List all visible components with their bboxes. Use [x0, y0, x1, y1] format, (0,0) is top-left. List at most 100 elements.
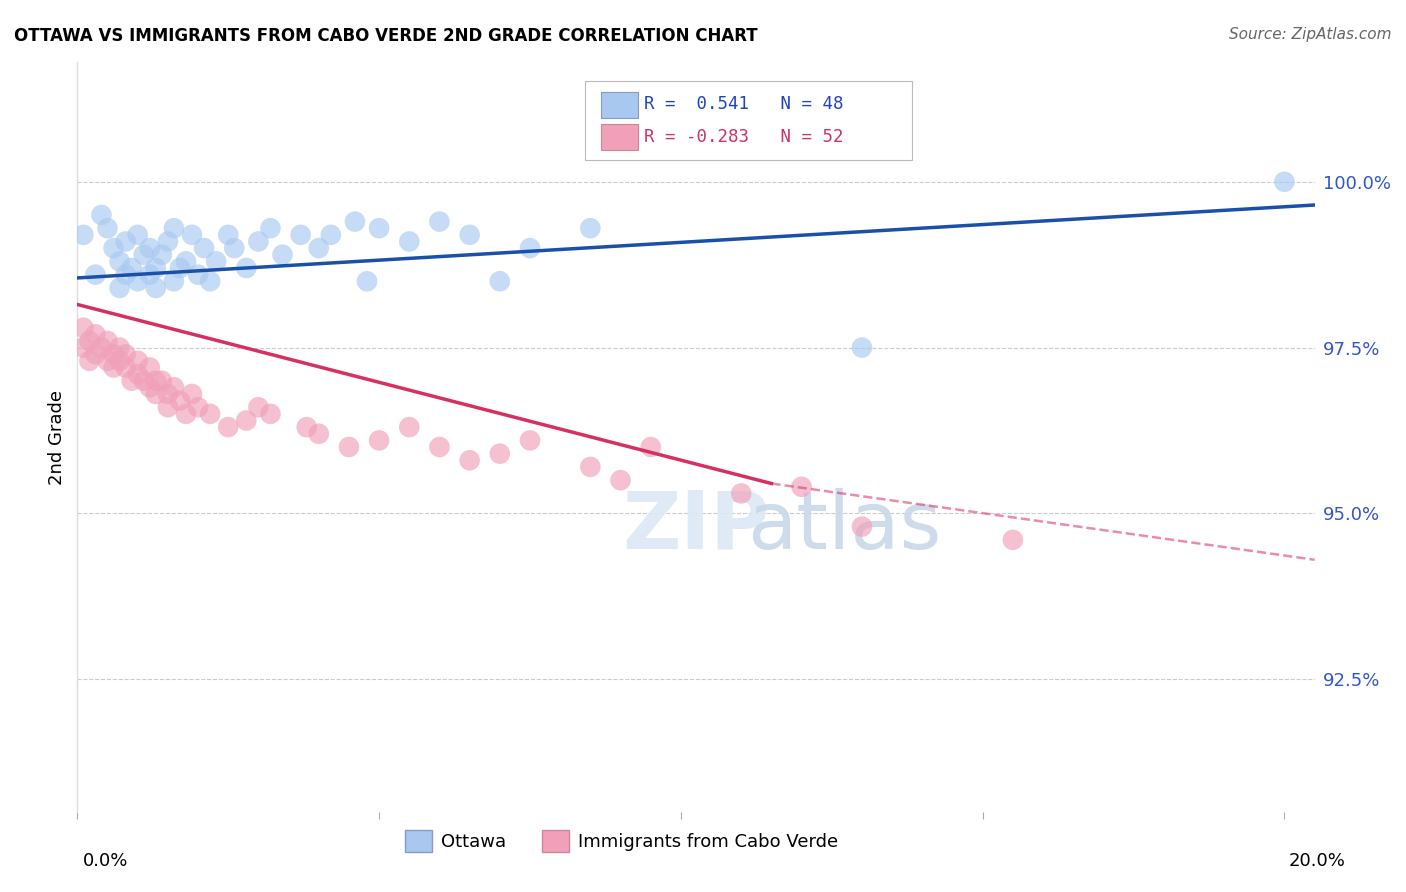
Point	[271, 248, 294, 262]
Point	[114, 268, 136, 282]
Point	[84, 268, 107, 282]
Point	[295, 420, 318, 434]
Point	[247, 235, 270, 249]
Point	[132, 374, 155, 388]
Point	[150, 248, 173, 262]
Point	[163, 380, 186, 394]
Point	[224, 241, 246, 255]
Point	[121, 260, 143, 275]
Point	[429, 214, 451, 228]
Point	[343, 214, 366, 228]
Point	[319, 227, 342, 242]
Point	[181, 227, 204, 242]
Point	[259, 407, 281, 421]
Point	[169, 260, 191, 275]
Point	[108, 254, 131, 268]
Point	[139, 360, 162, 375]
Point	[84, 327, 107, 342]
Point	[198, 407, 221, 421]
Point	[1274, 175, 1296, 189]
Text: ZIP: ZIP	[623, 488, 769, 566]
Point	[96, 221, 118, 235]
Point	[103, 360, 125, 375]
Point	[132, 248, 155, 262]
Point	[259, 221, 281, 235]
Point	[193, 241, 215, 255]
Point	[114, 347, 136, 361]
Y-axis label: 2nd Grade: 2nd Grade	[48, 390, 66, 484]
Text: R =  0.541   N = 48: R = 0.541 N = 48	[644, 95, 844, 113]
Point	[96, 334, 118, 348]
Point	[103, 241, 125, 255]
Point	[519, 241, 541, 255]
Point	[127, 227, 149, 242]
Point	[217, 227, 239, 242]
Point	[187, 268, 209, 282]
Point	[640, 440, 662, 454]
Point	[127, 354, 149, 368]
Point	[145, 260, 167, 275]
FancyBboxPatch shape	[600, 92, 638, 118]
Point	[156, 235, 179, 249]
Point	[108, 281, 131, 295]
Point	[96, 354, 118, 368]
Point	[139, 380, 162, 394]
Point	[247, 401, 270, 415]
Point	[127, 367, 149, 381]
Point	[609, 473, 631, 487]
Point	[72, 341, 94, 355]
Point	[127, 274, 149, 288]
Point	[187, 401, 209, 415]
Point	[169, 393, 191, 408]
Point	[174, 254, 197, 268]
Point	[139, 268, 162, 282]
Point	[356, 274, 378, 288]
Point	[368, 434, 391, 448]
Point	[156, 387, 179, 401]
Point	[488, 447, 510, 461]
Point	[368, 221, 391, 235]
Point	[217, 420, 239, 434]
Point	[145, 387, 167, 401]
Point	[308, 426, 330, 441]
Point	[205, 254, 228, 268]
FancyBboxPatch shape	[600, 124, 638, 150]
Point	[290, 227, 312, 242]
Point	[174, 407, 197, 421]
Point	[851, 519, 873, 533]
Point	[156, 401, 179, 415]
Point	[198, 274, 221, 288]
Text: 0.0%: 0.0%	[83, 852, 128, 870]
Text: R = -0.283   N = 52: R = -0.283 N = 52	[644, 128, 844, 145]
Point	[79, 334, 101, 348]
Point	[579, 459, 602, 474]
Point	[150, 374, 173, 388]
Point	[145, 374, 167, 388]
Point	[84, 347, 107, 361]
Point	[108, 341, 131, 355]
Text: OTTAWA VS IMMIGRANTS FROM CABO VERDE 2ND GRADE CORRELATION CHART: OTTAWA VS IMMIGRANTS FROM CABO VERDE 2ND…	[14, 27, 758, 45]
Legend: Ottawa, Immigrants from Cabo Verde: Ottawa, Immigrants from Cabo Verde	[398, 822, 846, 859]
FancyBboxPatch shape	[585, 81, 912, 160]
Point	[139, 241, 162, 255]
Point	[163, 221, 186, 235]
Point	[79, 354, 101, 368]
Point	[337, 440, 360, 454]
Point	[429, 440, 451, 454]
Text: atlas: atlas	[747, 488, 942, 566]
Point	[145, 281, 167, 295]
Point	[114, 360, 136, 375]
Point	[488, 274, 510, 288]
Point	[730, 486, 752, 500]
Point	[458, 453, 481, 467]
Point	[114, 235, 136, 249]
Point	[308, 241, 330, 255]
Point	[163, 274, 186, 288]
Point	[90, 341, 112, 355]
Point	[103, 347, 125, 361]
Point	[72, 227, 94, 242]
Point	[398, 420, 420, 434]
Point	[1001, 533, 1024, 547]
Point	[90, 208, 112, 222]
Point	[235, 413, 257, 427]
